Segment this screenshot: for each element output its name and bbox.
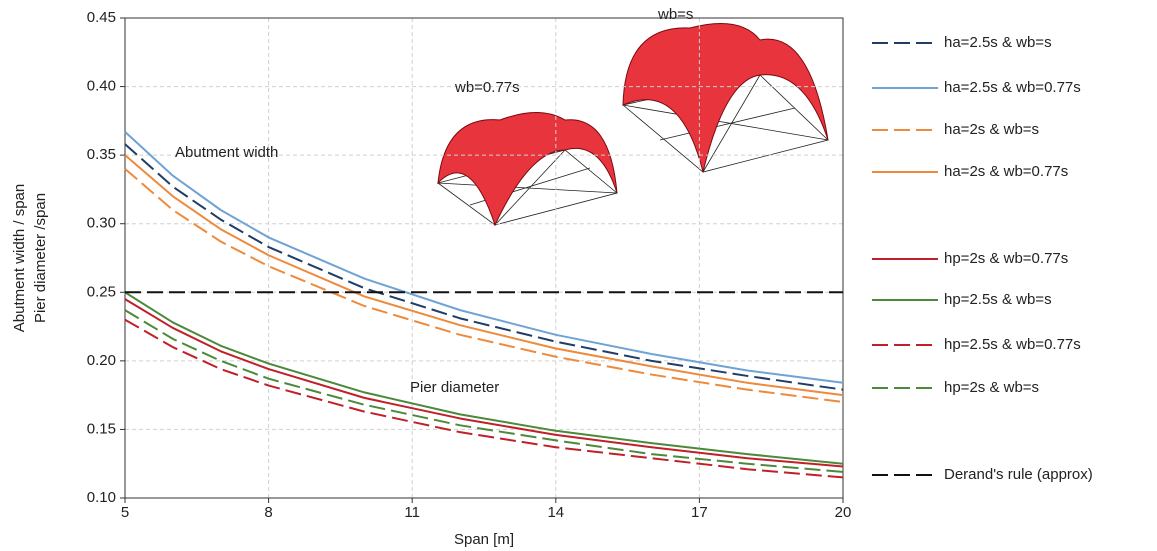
x-tick-label: 17 (691, 504, 708, 521)
x-tick-label: 8 (264, 504, 272, 521)
legend-label: ha=2.5s & wb=0.77s (944, 79, 1081, 96)
x-tick-label: 14 (547, 504, 564, 521)
y-tick-label: 0.25 (87, 283, 116, 300)
annotation: wb=s (657, 6, 693, 23)
series-line (124, 318, 844, 479)
y-tick-label: 0.30 (87, 215, 116, 232)
y-tick-label: 0.40 (87, 78, 116, 95)
legend-label: hp=2s & wb=0.77s (944, 250, 1068, 267)
x-tick-label: 20 (835, 504, 852, 521)
y-tick-label: 0.45 (87, 9, 116, 26)
y-axis-label: Pier diameter /span (32, 193, 49, 323)
y-tick-label: 0.15 (87, 420, 116, 437)
annotation: Abutment width (175, 144, 278, 161)
y-axis-label: Abutment width / span (11, 184, 28, 332)
legend-label: Derand's rule (approx) (944, 466, 1093, 483)
legend-label: hp=2s & wb=s (944, 379, 1039, 396)
y-tick-label: 0.10 (87, 489, 116, 506)
vault-small (437, 112, 618, 227)
y-tick-label: 0.35 (87, 146, 116, 163)
series-line (124, 154, 844, 397)
plot-frame (124, 17, 844, 499)
x-tick-label: 11 (404, 504, 420, 521)
annotation: Pier diameter (410, 379, 499, 396)
series-line (124, 298, 844, 468)
series-line (124, 131, 844, 384)
annotation: wb=0.77s (454, 79, 520, 96)
series-line (124, 168, 844, 403)
legend-label: ha=2.5s & wb=s (944, 34, 1052, 51)
legend-label: hp=2.5s & wb=0.77s (944, 336, 1081, 353)
series-line (124, 143, 844, 391)
series-line (124, 309, 844, 473)
x-axis-label: Span [m] (454, 531, 514, 548)
legend-label: hp=2.5s & wb=s (944, 291, 1052, 308)
vault-illustrations (437, 23, 829, 227)
legend-label: ha=2s & wb=s (944, 121, 1039, 138)
legend-label: ha=2s & wb=0.77s (944, 163, 1068, 180)
series-line (124, 291, 844, 465)
vault-large (622, 23, 829, 173)
x-tick-label: 5 (121, 504, 129, 521)
y-tick-label: 0.20 (87, 352, 116, 369)
